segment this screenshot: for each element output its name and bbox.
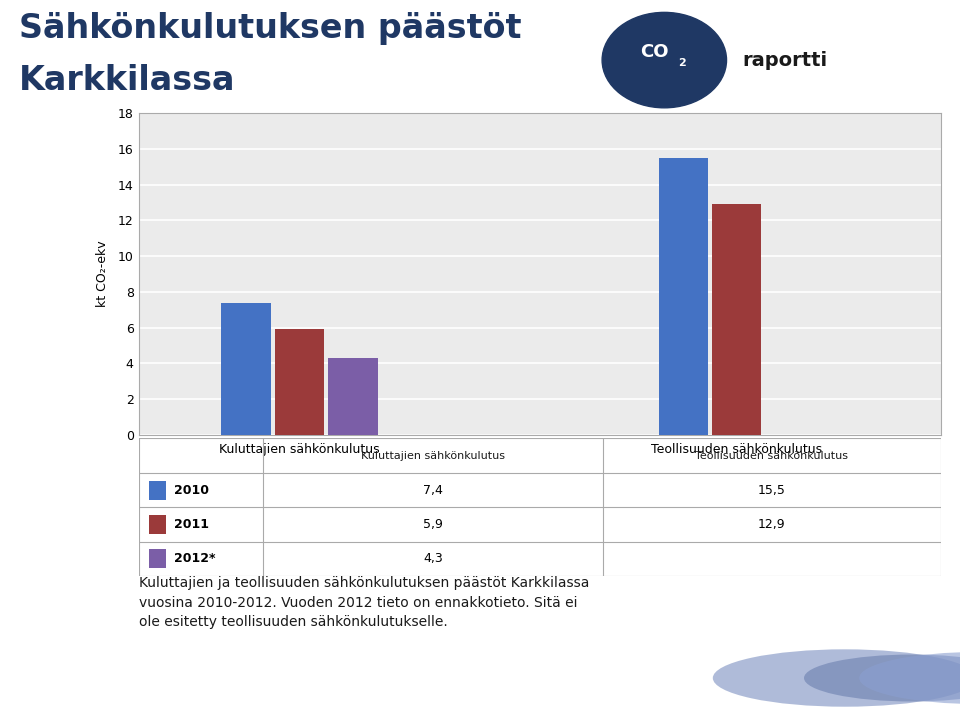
- Text: 15,5: 15,5: [757, 484, 785, 496]
- Ellipse shape: [712, 649, 960, 707]
- Y-axis label: kt CO₂-ekv: kt CO₂-ekv: [96, 240, 109, 308]
- Bar: [149, 549, 166, 568]
- Bar: [149, 515, 166, 534]
- Text: 2010: 2010: [175, 484, 209, 496]
- Text: Teollisuuden sähkönkulutus: Teollisuuden sähkönkulutus: [695, 450, 849, 460]
- Ellipse shape: [859, 652, 960, 704]
- Text: CO: CO: [639, 43, 668, 61]
- Bar: [275, 329, 324, 435]
- Text: 2011: 2011: [175, 518, 209, 531]
- Text: 12,9: 12,9: [757, 518, 785, 531]
- Text: raportti: raportti: [743, 51, 828, 69]
- Text: Kuluttajien sähkönkulutus: Kuluttajien sähkönkulutus: [361, 450, 505, 460]
- Text: 2: 2: [678, 58, 685, 68]
- Text: CO2-raportti | 2013: CO2-raportti | 2013: [29, 670, 178, 686]
- Bar: [712, 204, 761, 435]
- Text: 4,3: 4,3: [423, 552, 443, 566]
- Bar: [149, 481, 166, 500]
- Text: Kuluttajien ja teollisuuden sähkönkulutuksen päästöt Karkkilassa
vuosina 2010-20: Kuluttajien ja teollisuuden sähkönkulutu…: [139, 576, 589, 629]
- Text: 7,4: 7,4: [423, 484, 443, 496]
- Text: 5,9: 5,9: [423, 518, 443, 531]
- Text: Sähkönkulutuksen päästöt: Sähkönkulutuksen päästöt: [19, 12, 521, 45]
- Text: 2012*: 2012*: [175, 552, 216, 566]
- Ellipse shape: [804, 655, 960, 701]
- Bar: [222, 303, 271, 435]
- Bar: [659, 158, 708, 435]
- Bar: [328, 358, 377, 435]
- Circle shape: [602, 13, 727, 107]
- Text: Karkkilassa: Karkkilassa: [19, 64, 236, 98]
